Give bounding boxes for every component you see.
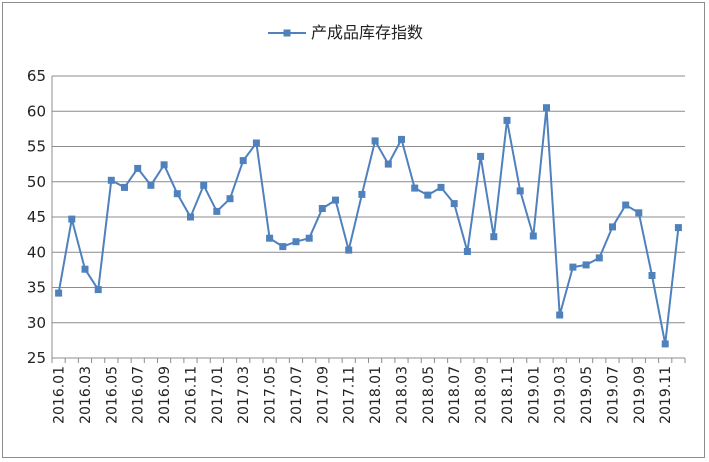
data-point[interactable]: [55, 289, 63, 297]
x-tick-label: 2016.11: [183, 366, 199, 424]
legend-label: 产成品库存指数: [311, 23, 423, 42]
data-point[interactable]: [556, 311, 564, 319]
data-point[interactable]: [648, 272, 656, 279]
data-point[interactable]: [609, 223, 616, 231]
x-tick-label: 2016.05: [104, 366, 120, 424]
legend[interactable]: 产成品库存指数: [268, 23, 423, 42]
data-point[interactable]: [94, 286, 102, 294]
y-tick-label: 55: [27, 138, 46, 156]
data-point[interactable]: [200, 181, 208, 189]
data-point[interactable]: [147, 181, 155, 189]
legend-marker-swatch: [283, 29, 291, 37]
data-point[interactable]: [424, 191, 432, 199]
data-point[interactable]: [81, 265, 89, 273]
x-tick-label: 2016.01: [52, 366, 68, 424]
x-tick-label: 2019.05: [579, 366, 595, 424]
data-point[interactable]: [160, 161, 168, 169]
data-point[interactable]: [516, 187, 524, 195]
x-tick-label: 2016.07: [131, 366, 147, 424]
data-point[interactable]: [279, 243, 287, 251]
x-tick-label: 2018.03: [394, 366, 410, 424]
data-point[interactable]: [569, 263, 577, 271]
y-tick-label: 25: [27, 349, 46, 367]
data-point[interactable]: [318, 205, 326, 212]
x-tick-label: 2017.07: [289, 366, 305, 424]
x-tick-label: 2016.09: [157, 366, 173, 424]
data-point[interactable]: [384, 160, 392, 168]
data-point[interactable]: [582, 261, 590, 269]
x-tick-label: 2018.01: [368, 366, 384, 424]
x-tick-label: 2019.09: [632, 366, 648, 424]
data-point[interactable]: [543, 104, 550, 112]
data-point[interactable]: [661, 340, 669, 348]
y-tick-label: 50: [27, 173, 46, 191]
data-point[interactable]: [450, 200, 458, 208]
data-point[interactable]: [305, 234, 313, 242]
x-tick-label: 2017.03: [236, 366, 252, 424]
data-point[interactable]: [68, 215, 76, 223]
data-point[interactable]: [622, 201, 630, 209]
x-tick-label: 2017.09: [315, 366, 331, 424]
y-tick-label: 40: [27, 243, 46, 261]
data-point[interactable]: [674, 224, 682, 232]
y-gridlines: [52, 75, 685, 324]
x-tick-label: 2018.09: [474, 366, 490, 424]
series-layer: [55, 104, 682, 348]
x-tick-label: 2016.03: [78, 366, 94, 424]
y-tick-label: 60: [27, 102, 46, 120]
data-point[interactable]: [358, 190, 366, 198]
data-point[interactable]: [490, 233, 498, 241]
x-tick-label: 2018.07: [447, 366, 463, 424]
data-point[interactable]: [266, 234, 274, 242]
axes: [51, 76, 686, 363]
x-tick-label: 2019.01: [526, 366, 542, 424]
data-point[interactable]: [595, 254, 603, 262]
data-point[interactable]: [332, 196, 339, 204]
data-point[interactable]: [213, 207, 221, 215]
data-point[interactable]: [477, 152, 485, 160]
data-point[interactable]: [411, 184, 419, 192]
data-point[interactable]: [503, 116, 511, 124]
series-line: [57, 106, 680, 345]
x-axis-tick-labels: 2016.01 2016.03 2016.05 2016.07 2016.09 2016.…: [52, 366, 675, 424]
x-tick-label: 2017.01: [210, 366, 226, 424]
data-point[interactable]: [371, 137, 379, 145]
data-point[interactable]: [252, 139, 260, 147]
data-point[interactable]: [345, 246, 353, 254]
data-point[interactable]: [173, 190, 181, 198]
y-tick-label: 30: [27, 314, 46, 332]
y-tick-label: 65: [27, 67, 46, 85]
x-tick-label: 2018.11: [500, 366, 516, 424]
data-point[interactable]: [529, 232, 537, 240]
x-tick-label: 2019.07: [605, 366, 621, 424]
data-point[interactable]: [226, 195, 234, 203]
data-point[interactable]: [292, 238, 300, 246]
data-point[interactable]: [398, 135, 405, 143]
x-tick-label: 2019.03: [553, 366, 569, 424]
y-tick-label: 35: [27, 279, 46, 297]
data-point[interactable]: [107, 176, 115, 184]
data-point[interactable]: [187, 213, 194, 221]
data-point[interactable]: [134, 164, 142, 172]
data-point[interactable]: [437, 183, 445, 191]
x-tick-label: 2018.05: [421, 366, 437, 424]
y-tick-label: 45: [27, 208, 46, 226]
y-axis-tick-labels: 25 30 35 40 45 50 55 60 65: [27, 67, 46, 367]
data-point[interactable]: [635, 209, 643, 217]
x-tick-label: 2019.11: [658, 366, 674, 424]
data-point[interactable]: [463, 248, 471, 255]
data-point[interactable]: [239, 157, 247, 165]
x-tick-label: 2017.05: [263, 366, 279, 424]
x-tick-label: 2017.11: [342, 366, 358, 424]
data-point[interactable]: [121, 183, 128, 191]
